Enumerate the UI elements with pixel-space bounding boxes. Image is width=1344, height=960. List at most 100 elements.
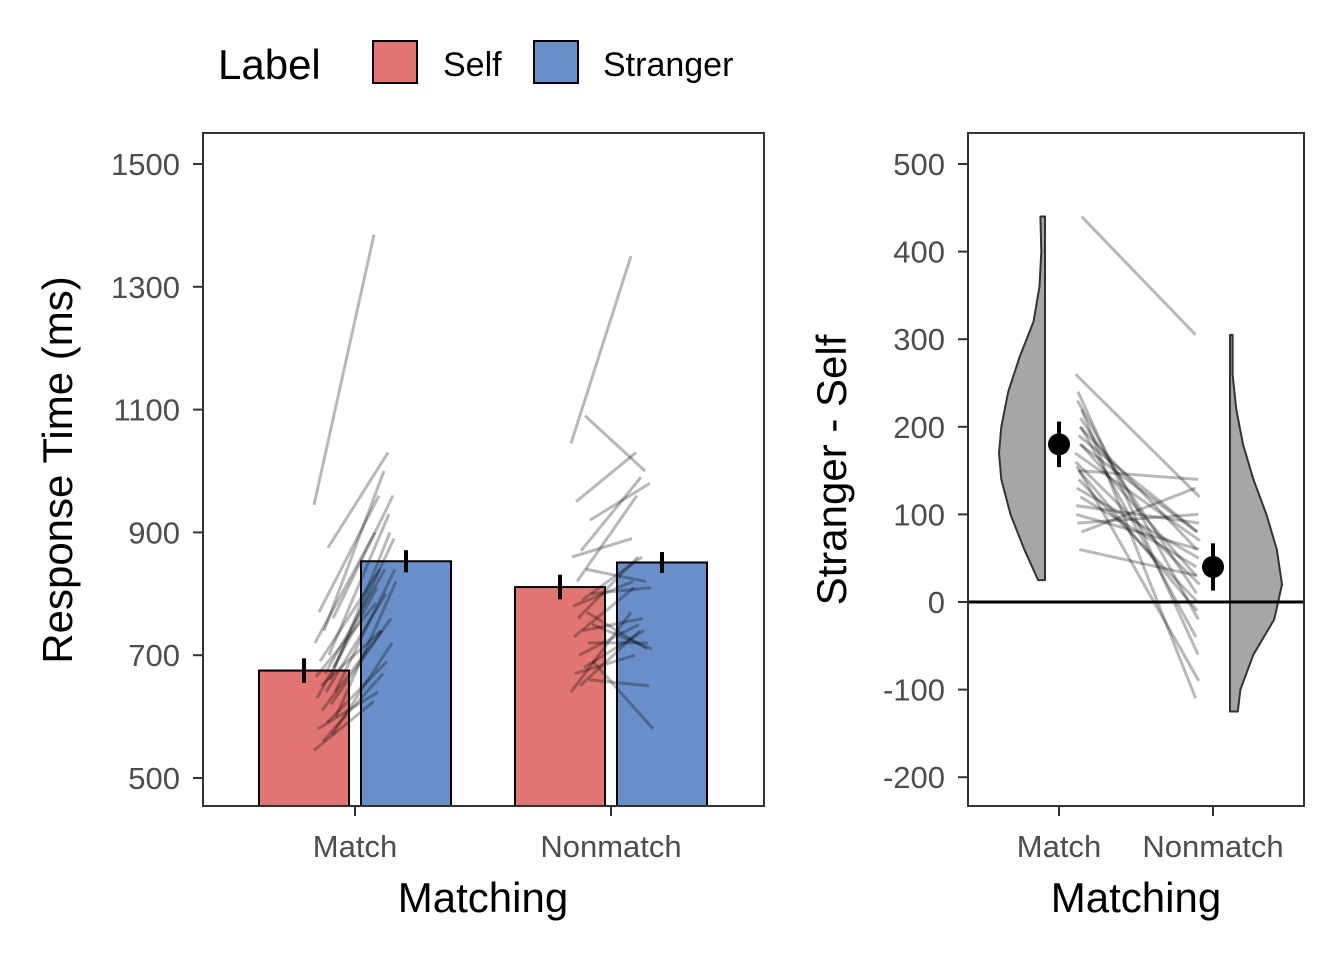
y-tick-label: 0 bbox=[928, 585, 945, 620]
participant-diff-line bbox=[1077, 478, 1199, 604]
participant-diff-line bbox=[1076, 399, 1200, 621]
bar-stranger-match bbox=[360, 560, 452, 807]
left-panel-border bbox=[202, 132, 765, 807]
participant-line-nonmatch bbox=[573, 586, 635, 638]
participant-diff-line bbox=[1080, 215, 1197, 336]
participant-line-nonmatch bbox=[574, 653, 636, 676]
participant-line-match bbox=[314, 602, 378, 678]
participant-line-match bbox=[319, 629, 383, 688]
legend-title: Label bbox=[218, 41, 321, 88]
y-axis-title: Response Time (ms) bbox=[34, 276, 81, 663]
participant-line-nonmatch bbox=[578, 629, 642, 688]
participant-line-nonmatch bbox=[589, 482, 651, 522]
participant-diff-line bbox=[1075, 465, 1201, 682]
participant-line-match bbox=[313, 531, 377, 644]
participant-line-nonmatch bbox=[583, 414, 647, 473]
participant-line-nonmatch bbox=[572, 580, 634, 608]
x-axis-title: Matching bbox=[1051, 874, 1221, 921]
participant-line-match bbox=[315, 586, 379, 699]
participant-line-nonmatch bbox=[571, 537, 633, 559]
participant-line-match bbox=[325, 660, 389, 724]
participant-line-match bbox=[324, 593, 388, 693]
bar-stranger-nonmatch bbox=[616, 561, 708, 808]
participant-line-match bbox=[332, 537, 396, 669]
left-panel: 500 700 900 1100 1300 1500 Match Nonmatch Mat… bbox=[34, 132, 765, 921]
participant-diff-line bbox=[1076, 486, 1200, 560]
participant-line-match bbox=[320, 629, 384, 712]
participant-line-match bbox=[317, 690, 379, 731]
legend: Label Self Stranger bbox=[218, 40, 733, 88]
participant-diff-line bbox=[1074, 451, 1201, 542]
participant-line-match bbox=[318, 568, 382, 663]
participant-diff-line bbox=[1078, 425, 1198, 551]
y-tick-label: 500 bbox=[893, 147, 945, 182]
participant-line-match bbox=[326, 451, 390, 549]
y-tick-label: 1100 bbox=[113, 393, 180, 428]
x-tick-label-nonmatch: Nonmatch bbox=[540, 829, 681, 864]
participant-diff-line bbox=[1075, 512, 1200, 551]
participant-line-match bbox=[333, 568, 397, 693]
participant-line-nonmatch bbox=[588, 678, 650, 688]
y-tick-label: 500 bbox=[128, 761, 180, 796]
y-tick-label: 400 bbox=[893, 235, 945, 270]
participant-line-nonmatch bbox=[579, 476, 643, 552]
participant-line-nonmatch bbox=[569, 255, 633, 444]
participant-diff-line bbox=[1081, 486, 1197, 534]
legend-swatch-stranger bbox=[533, 40, 579, 84]
x-axis-title: Matching bbox=[398, 874, 568, 921]
participant-line-nonmatch bbox=[586, 610, 648, 651]
legend-swatch-self bbox=[372, 40, 418, 84]
participant-diff-line bbox=[1079, 443, 1198, 577]
participant-diff-line bbox=[1077, 512, 1199, 525]
bar-self-match bbox=[258, 669, 350, 807]
y-axis-title: Stranger - Self bbox=[808, 334, 855, 605]
participant-line-match bbox=[323, 568, 387, 675]
participant-line-nonmatch bbox=[583, 629, 645, 669]
participant-line-nonmatch bbox=[591, 623, 653, 651]
x-tick-label-nonmatch: Nonmatch bbox=[1142, 829, 1283, 864]
participant-line-nonmatch bbox=[576, 555, 640, 620]
participant-diff-line bbox=[1079, 417, 1198, 595]
mean-point-match bbox=[1048, 433, 1070, 456]
participant-diff-line bbox=[1078, 547, 1198, 578]
participant-line-nonmatch bbox=[581, 555, 643, 602]
y-tick-label: 1500 bbox=[111, 147, 180, 182]
participant-line-match bbox=[329, 617, 393, 706]
participant-line-nonmatch bbox=[569, 611, 633, 693]
participant-diff-line bbox=[1075, 504, 1200, 525]
y-tick-label: -200 bbox=[883, 760, 945, 795]
participant-diff-line bbox=[1077, 469, 1199, 481]
participant-diff-line bbox=[1076, 391, 1200, 656]
y-tick-label: 1300 bbox=[111, 270, 180, 305]
participant-line-match bbox=[334, 580, 398, 718]
participant-line-match bbox=[328, 531, 392, 681]
participant-line-match bbox=[321, 672, 385, 743]
violin-nonmatch bbox=[1229, 333, 1283, 713]
y-tick-label: 900 bbox=[128, 515, 180, 550]
participant-line-match bbox=[331, 494, 395, 620]
participant-line-match bbox=[313, 700, 375, 752]
participant-line-match bbox=[312, 234, 376, 506]
y-tick-label: 100 bbox=[893, 497, 945, 532]
participant-line-match bbox=[322, 470, 386, 632]
participant-diff-line bbox=[1080, 408, 1197, 699]
x-tick-label-match: Match bbox=[313, 829, 397, 864]
legend-label-stranger: Stranger bbox=[603, 46, 733, 84]
participant-line-nonmatch bbox=[578, 623, 640, 657]
y-tick-label: 200 bbox=[893, 410, 945, 445]
participant-line-nonmatch bbox=[591, 660, 655, 730]
y-tick-label: -100 bbox=[883, 673, 945, 708]
violin-match bbox=[998, 215, 1046, 582]
participant-line-nonmatch bbox=[575, 451, 637, 503]
y-tick-label: 300 bbox=[893, 322, 945, 357]
participant-diff-line bbox=[1078, 469, 1199, 612]
participant-line-nonmatch bbox=[585, 567, 647, 583]
participant-diff-line bbox=[1074, 460, 1201, 586]
mean-point-nonmatch bbox=[1202, 555, 1224, 578]
x-tick-label-match: Match bbox=[1017, 829, 1101, 864]
participant-diff-line bbox=[1079, 495, 1198, 569]
participant-diff-line bbox=[1077, 434, 1199, 534]
y-tick-label: 700 bbox=[128, 638, 180, 673]
